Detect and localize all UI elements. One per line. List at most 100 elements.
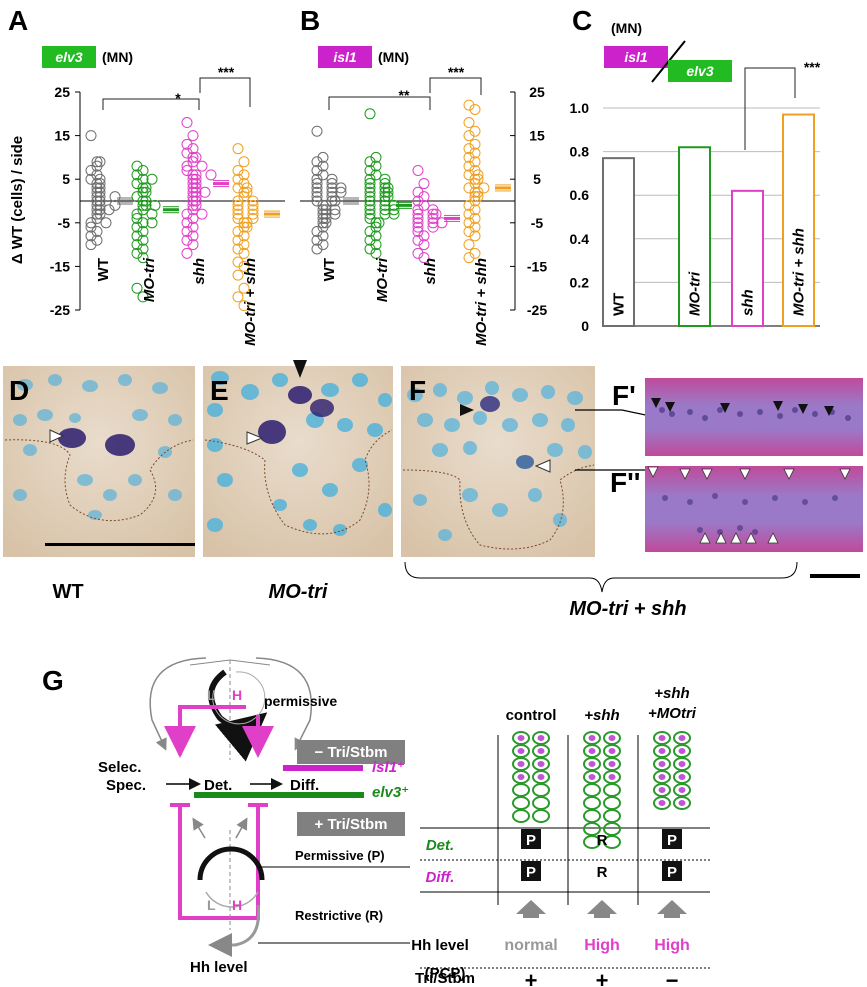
data-point bbox=[232, 256, 244, 268]
row-tri: Tri/Stbm bbox=[415, 970, 475, 987]
panel-b-unit: (MN) bbox=[378, 49, 409, 65]
panel-label-b: B bbox=[300, 5, 320, 36]
data-point bbox=[412, 221, 424, 233]
data-point bbox=[412, 164, 424, 176]
bar-label: MO-tri bbox=[687, 271, 704, 316]
mode-label: P bbox=[667, 832, 677, 849]
data-point bbox=[317, 221, 329, 233]
data-point bbox=[238, 156, 250, 168]
sig-a1: * bbox=[175, 90, 181, 106]
data-point bbox=[131, 178, 143, 190]
data-point bbox=[469, 156, 481, 168]
data-point bbox=[187, 199, 199, 211]
data-point bbox=[232, 269, 244, 281]
data-point bbox=[232, 195, 244, 207]
data-point bbox=[181, 147, 193, 159]
col-shh-mo-2: +MOtri bbox=[648, 705, 697, 722]
data-point bbox=[146, 217, 158, 229]
data-point bbox=[232, 226, 244, 238]
cell-outline bbox=[583, 796, 601, 810]
data-point bbox=[329, 195, 341, 207]
data-point bbox=[131, 160, 143, 172]
y-tick-label: 1.0 bbox=[570, 100, 590, 116]
panel-c-bars: WT MO-tri shh MO-tri + shh bbox=[602, 113, 815, 328]
data-point bbox=[317, 169, 329, 181]
data-point bbox=[436, 217, 448, 229]
data-point bbox=[469, 195, 481, 207]
bar bbox=[731, 189, 764, 327]
cell-nucleus bbox=[537, 774, 545, 780]
data-point bbox=[317, 217, 329, 229]
data-point bbox=[109, 191, 121, 203]
bar bbox=[678, 146, 711, 327]
cell-nucleus bbox=[517, 774, 525, 780]
data-point bbox=[131, 239, 143, 251]
cell-outline bbox=[512, 796, 530, 810]
data-point bbox=[131, 212, 143, 224]
data-point bbox=[463, 208, 475, 220]
data-point bbox=[311, 195, 323, 207]
data-point bbox=[326, 182, 338, 194]
panel-label-fpp: F'' bbox=[610, 467, 640, 498]
p-box bbox=[662, 861, 682, 881]
data-point bbox=[364, 204, 376, 216]
x-label: WT bbox=[321, 258, 338, 281]
data-point bbox=[238, 239, 250, 251]
data-point bbox=[317, 160, 329, 172]
x-label: MO-tri + shh bbox=[242, 258, 259, 346]
data-point bbox=[370, 160, 382, 172]
data-point bbox=[329, 208, 341, 220]
mode-label: P bbox=[526, 864, 536, 881]
elv3-badge-c-text: elv3 bbox=[686, 63, 713, 79]
mode-label: R bbox=[597, 832, 608, 849]
cell-outline bbox=[532, 796, 550, 810]
panel-c-unit: (MN) bbox=[611, 20, 642, 36]
cell-nucleus bbox=[537, 748, 545, 754]
cell-nucleus bbox=[517, 748, 525, 754]
y-tick-label: -5 bbox=[531, 215, 544, 231]
hh-shh-mo: High bbox=[654, 937, 690, 954]
data-point bbox=[335, 186, 347, 198]
g-hh-level: Hh level bbox=[190, 959, 248, 976]
row-pcp: (PCP) bbox=[425, 965, 466, 982]
g-permissive: permissive bbox=[264, 693, 337, 709]
panel-a-unit: (MN) bbox=[102, 49, 133, 65]
data-point bbox=[326, 178, 338, 190]
data-point bbox=[463, 151, 475, 163]
data-point bbox=[247, 212, 259, 224]
data-point bbox=[382, 191, 394, 203]
y-tick-label: 15 bbox=[54, 128, 70, 144]
data-point bbox=[149, 199, 161, 211]
col-control: control bbox=[506, 707, 557, 724]
data-point bbox=[364, 234, 376, 246]
data-point bbox=[109, 199, 121, 211]
bar-label: MO-tri + shh bbox=[791, 228, 808, 316]
y-tick-label: 0 bbox=[581, 318, 589, 334]
data-point bbox=[131, 191, 143, 203]
data-point bbox=[196, 208, 208, 220]
data-point bbox=[412, 234, 424, 246]
data-point bbox=[137, 234, 149, 246]
data-point bbox=[232, 164, 244, 176]
data-point bbox=[181, 226, 193, 238]
data-point bbox=[469, 103, 481, 115]
data-point bbox=[311, 234, 323, 246]
micrograph-f bbox=[401, 366, 656, 557]
data-point bbox=[238, 260, 250, 272]
panel-label-c: C bbox=[572, 5, 592, 36]
isl1-badge-text: isl1 bbox=[333, 49, 357, 65]
cell-nucleus bbox=[658, 761, 666, 767]
data-point bbox=[85, 230, 97, 242]
data-point bbox=[370, 217, 382, 229]
g-spec: Spec. bbox=[106, 777, 146, 794]
cell-outline bbox=[583, 835, 601, 849]
y-tick-label: -25 bbox=[50, 302, 70, 318]
panel-a-ylabel: Δ WT (cells) / side bbox=[9, 136, 26, 264]
g-selec: Selec. bbox=[98, 759, 141, 776]
data-point bbox=[469, 191, 481, 203]
data-point bbox=[329, 204, 341, 216]
data-point bbox=[247, 208, 259, 220]
data-point bbox=[463, 199, 475, 211]
data-point bbox=[364, 243, 376, 255]
